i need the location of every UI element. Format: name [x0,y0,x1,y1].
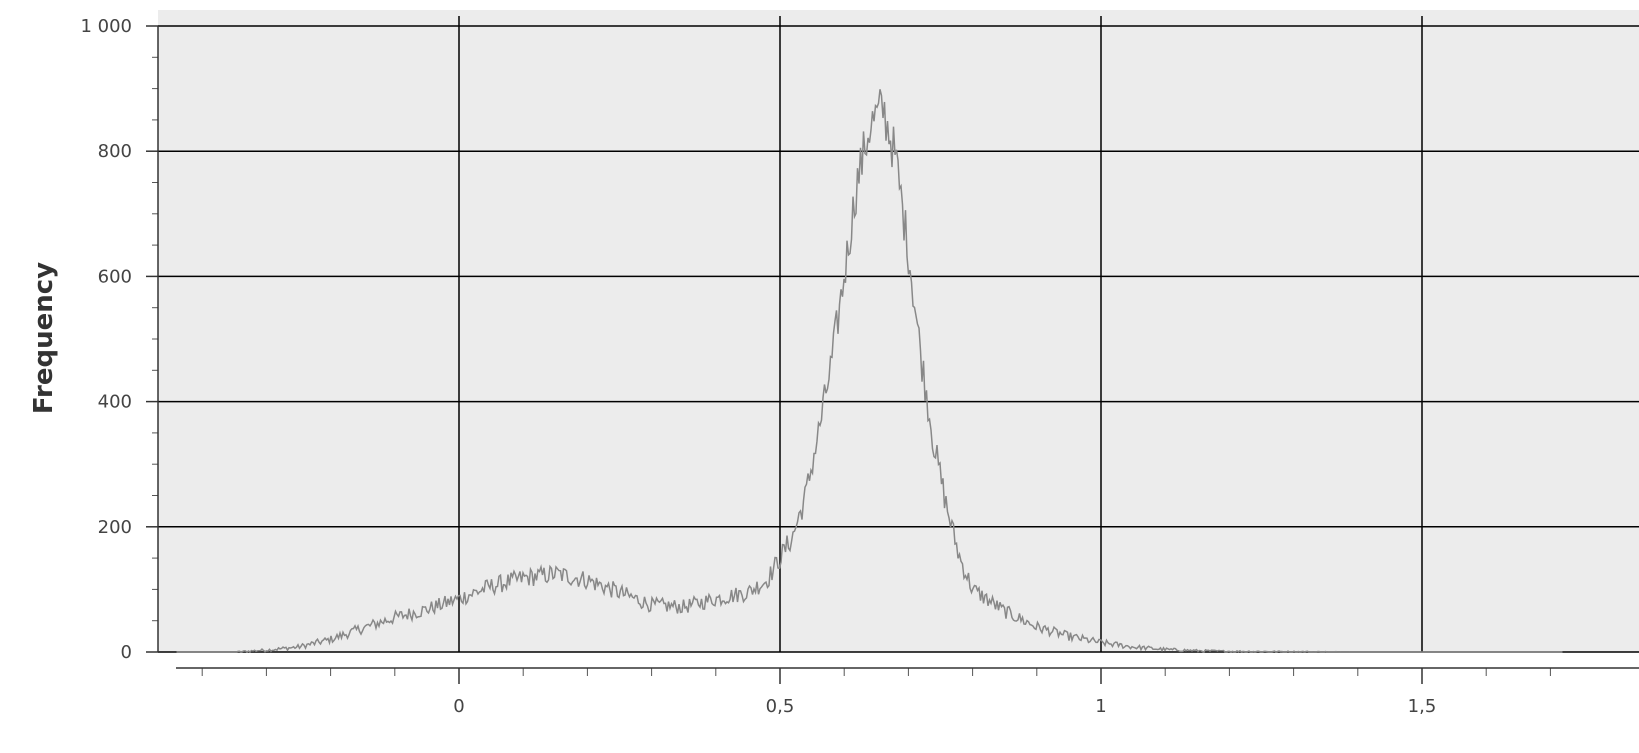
x-tick-label: 1,5 [1408,696,1437,717]
grid [158,16,1639,653]
plot-area [158,10,1639,652]
y-axis: 0 200 400 600 800 1 000 [80,16,159,663]
y-tick-label: 200 [98,517,132,538]
y-tick-label: 400 [98,392,132,413]
y-axis-label: Frequency [29,262,59,414]
x-tick-label: 1 [1095,696,1106,717]
y-tick-label: 600 [98,266,132,287]
y-tick-label: 0 [121,642,132,663]
frequency-series-line [176,89,1563,653]
y-tick-label: 800 [98,141,132,162]
x-tick-label: 0,5 [766,696,795,717]
y-tick-label: 1 000 [80,16,132,37]
x-tick-label: 0 [453,696,464,717]
x-axis: 0 0,5 1 1,5 [176,667,1639,717]
